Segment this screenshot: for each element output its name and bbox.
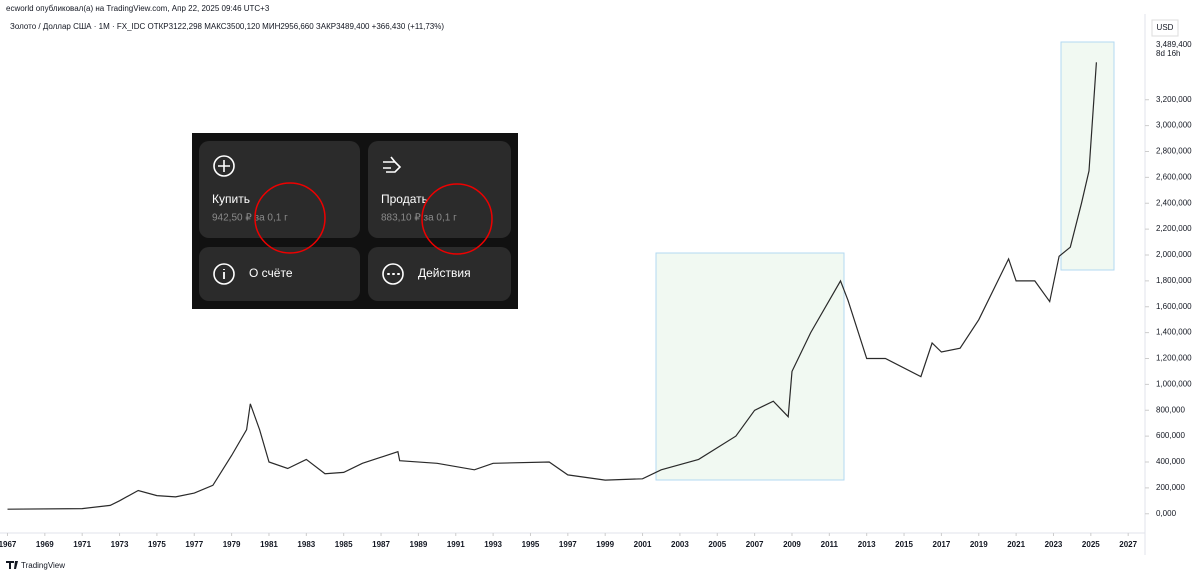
x-tick-label: 2011 [821, 540, 839, 549]
y-tick-label: 1,000,000 [1156, 379, 1192, 388]
highlight-circle [421, 183, 493, 255]
y-tick-label: 200,000 [1156, 483, 1185, 492]
x-tick-label: 1991 [447, 540, 465, 549]
x-tick-label: 1981 [260, 540, 278, 549]
y-tick-label: 3,000,000 [1156, 121, 1192, 130]
y-tick-label: 2,800,000 [1156, 147, 1192, 156]
sell-price: 883,10 ₽ за 0,1 г [381, 213, 457, 224]
y-tick-label: 1,600,000 [1156, 302, 1192, 311]
y-tick-label: 2,600,000 [1156, 172, 1192, 181]
y-tick-label: 1,800,000 [1156, 276, 1192, 285]
x-tick-label: 2003 [671, 540, 689, 549]
x-tick-label: 1997 [559, 540, 577, 549]
actions-button[interactable] [368, 247, 511, 301]
publisher: ecworld опубликовал(а) на TradingView.co… [6, 4, 270, 13]
y-tick-label: 800,000 [1156, 405, 1185, 414]
x-tick-label: 1995 [522, 540, 540, 549]
x-tick-label: 2023 [1045, 540, 1063, 549]
x-tick-label: 1977 [185, 540, 203, 549]
x-tick-label: 1993 [484, 540, 502, 549]
x-tick-label: 1987 [372, 540, 390, 549]
account-label: О счёте [249, 266, 293, 280]
plus-icon [213, 155, 235, 177]
sell-title: Продать [381, 192, 428, 206]
x-tick-label: 1971 [73, 540, 91, 549]
actions-label: Действия [418, 266, 471, 280]
dots-icon [382, 263, 404, 285]
buy-button[interactable] [199, 141, 360, 238]
currency-box[interactable] [1151, 19, 1179, 37]
plus-icon [218, 160, 230, 172]
y-tick-label: 3,200,000 [1156, 95, 1192, 104]
y-tick-label: 2,400,000 [1156, 198, 1192, 207]
x-tick-label: 1985 [335, 540, 353, 549]
y-tick-label: 1,200,000 [1156, 354, 1192, 363]
x-tick-label: 2001 [634, 540, 652, 549]
x-tick-label: 1999 [596, 540, 614, 549]
x-tick-label: 2007 [746, 540, 764, 549]
y-tick-label: 1,400,000 [1156, 328, 1192, 337]
currency[interactable]: USD [1157, 23, 1174, 32]
x-tick-label: 2013 [858, 540, 876, 549]
y-tick-label: 2,200,000 [1156, 224, 1192, 233]
y-tick-label: 0,000 [1156, 509, 1177, 518]
x-tick-label: 2005 [708, 540, 726, 549]
x-tick-label: 2021 [1007, 540, 1025, 549]
x-tick-label: 1973 [111, 540, 129, 549]
x-tick-label: 2027 [1119, 540, 1137, 549]
y-tick-label: 600,000 [1156, 431, 1185, 440]
highlight-box [655, 252, 845, 481]
x-tick-label: 1969 [36, 540, 54, 549]
x-tick-label: 1967 [0, 540, 17, 549]
x-tick-label: 1975 [148, 540, 166, 549]
tv-logo [6, 561, 18, 569]
sell-icon [383, 156, 402, 173]
y-tick-label: 400,000 [1156, 457, 1185, 466]
x-tick-label: 1989 [410, 540, 428, 549]
countdown: 8d 16h [1156, 49, 1180, 58]
y-tick-label: 2,000,000 [1156, 250, 1192, 259]
plot: 0,000 200,000 400,000 600,000 800,000 1,000,0… [0, 62, 1192, 549]
symbol-line: Золото / Доллар США · 1M · FX_IDC ОТКР31… [10, 22, 444, 31]
buy-price: 942,50 ₽ за 0,1 г [212, 213, 288, 224]
x-tick-label: 2015 [895, 540, 913, 549]
trade-panel: Купить 942,50 ₽ за 0,1 г Продать 883,10 … [192, 133, 518, 309]
account-button[interactable] [199, 247, 360, 301]
x-tick-label: 2009 [783, 540, 801, 549]
sell-button[interactable] [368, 141, 511, 238]
highlight-box [1060, 41, 1115, 271]
highlight-circle [254, 182, 326, 254]
brand: TradingView [21, 561, 65, 570]
info-icon [213, 263, 235, 285]
buy-title: Купить [212, 192, 250, 206]
x-tick-label: 2019 [970, 540, 988, 549]
x-tick-label: 2017 [933, 540, 951, 549]
x-tick-label: 2025 [1082, 540, 1100, 549]
price-line [7, 62, 1097, 510]
x-tick-label: 1983 [297, 540, 315, 549]
x-tick-label: 1979 [223, 540, 241, 549]
price-tag [1150, 38, 1194, 62]
last-price: 3,489,400 [1156, 40, 1192, 49]
